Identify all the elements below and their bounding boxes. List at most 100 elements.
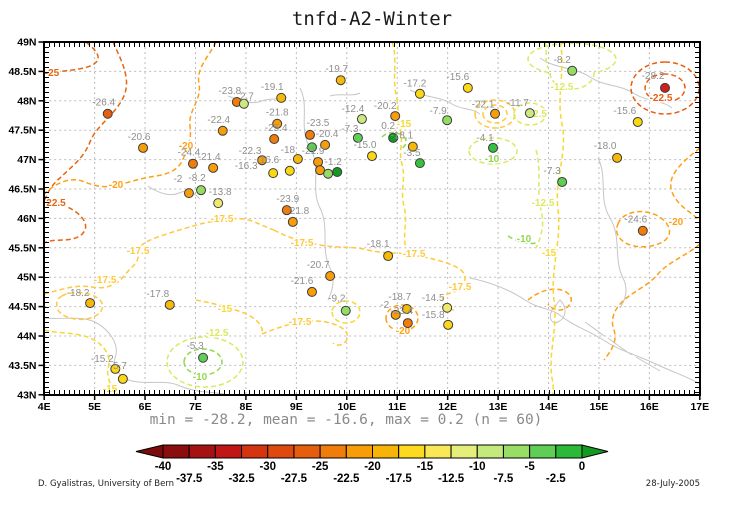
- station-dot: [567, 65, 578, 76]
- station-dot: [323, 168, 334, 179]
- station-dot: [414, 88, 425, 99]
- station-value-label: -15.8: [422, 310, 445, 321]
- colorbar-cell: [162, 444, 190, 459]
- station-dot: [198, 352, 209, 363]
- station-value-label: 0.2: [381, 121, 395, 132]
- station-value-label: -18: [281, 145, 296, 156]
- station-value-label: -24.6: [624, 215, 647, 226]
- x-tick-label: 9E: [290, 401, 303, 413]
- y-tick-label: 47N: [17, 154, 36, 166]
- station-dot: [272, 118, 283, 129]
- station-dot: [110, 363, 121, 374]
- colorbar-cell: [555, 444, 583, 459]
- station-value-label: -17.2: [404, 79, 427, 90]
- station-dot: [102, 108, 113, 119]
- station-value-label: -23.5: [307, 118, 330, 129]
- station-dot: [407, 141, 418, 152]
- station-dot: [268, 168, 279, 179]
- contour-label: -17.5: [211, 214, 234, 225]
- station-dot: [208, 162, 219, 173]
- station-value-label: -18.1: [367, 239, 390, 250]
- station-value-label: -2: [173, 174, 182, 185]
- station-value-label: -15.2: [91, 354, 114, 365]
- station-value-label: -21.8: [286, 206, 309, 217]
- station-dot: [238, 98, 249, 109]
- station-value-label: -15.6: [446, 72, 469, 83]
- station-value-label: -19.7: [325, 64, 348, 75]
- contour-layer: [44, 42, 700, 395]
- contour-labels: -2522.5-20-20-20-20-22.5-17.5-17.5-17.5-…: [43, 67, 685, 397]
- station-dot: [287, 216, 298, 227]
- contour-label: -17.5: [403, 249, 426, 260]
- station-value-label: -1.2: [325, 157, 343, 168]
- colorbar-major-tick-label: -10: [469, 461, 486, 473]
- station-value-label: -18.0: [594, 141, 617, 152]
- colorbar-cell: [502, 444, 531, 459]
- station-value-label: -23.9: [276, 194, 299, 205]
- station-dot: [183, 188, 194, 199]
- station-value-label: -19.1: [261, 82, 284, 93]
- colorbar-major-tick-label: -5: [525, 461, 536, 473]
- colorbar-cell: [267, 444, 295, 459]
- station-dot: [257, 155, 268, 166]
- station-value-label: -15.0: [354, 140, 377, 151]
- contour-label: -12.5: [532, 198, 555, 209]
- x-tick-label: 14E: [539, 401, 558, 413]
- colorbar-minor-tick-label: -17.5: [386, 473, 413, 485]
- contour-line: [44, 198, 87, 244]
- station-dot: [390, 111, 401, 122]
- contour-label: -17.5: [291, 238, 314, 249]
- contour-line: [183, 348, 223, 376]
- x-tick-label: 5E: [88, 401, 101, 413]
- contour-line: [544, 42, 549, 69]
- colorbar-minor-tick-label: -2.5: [546, 473, 566, 485]
- contour-label: -17.5: [94, 275, 117, 286]
- station-value-label: -16.3: [235, 161, 258, 172]
- colorbar-major-tick-label: -30: [259, 461, 276, 473]
- x-tick-label: 13E: [489, 401, 508, 413]
- contour-label: -15: [542, 248, 557, 259]
- x-tick-label: 6E: [139, 401, 152, 413]
- footer-date: 28-July-2005: [645, 479, 700, 489]
- station-dot: [315, 165, 326, 176]
- station-value-label: -13.8: [209, 187, 232, 198]
- station-dot: [352, 132, 363, 143]
- stats-line: min = -28.2, mean = -16.6, max = 0.2 (n …: [149, 412, 543, 428]
- contour-line: [482, 104, 508, 124]
- colorbar-cell: [319, 444, 347, 459]
- plot-title: tnfd-A2-Winter: [291, 8, 453, 30]
- station-value-label: -7.3: [544, 166, 562, 177]
- y-tick-label: 43.5N: [8, 360, 36, 372]
- station-dot: [213, 198, 224, 209]
- contour-line: [513, 102, 547, 126]
- station-dot: [187, 158, 198, 169]
- coastline: [584, 321, 661, 372]
- colorbar-cell: [424, 444, 452, 459]
- coastline-layer: [44, 57, 700, 395]
- station-dot: [524, 108, 535, 119]
- station-value-label: -21.9: [302, 146, 325, 157]
- y-tick-label: 47.5N: [8, 125, 36, 137]
- map-frame: [43, 41, 701, 396]
- contour-line: [44, 42, 99, 77]
- y-tick-label: 48N: [17, 95, 36, 107]
- station-value-label: -11.7: [507, 98, 529, 109]
- y-tick-label: 44N: [17, 331, 36, 343]
- contour-line: [44, 42, 128, 204]
- y-tick-label: 45.5N: [8, 242, 36, 254]
- contour-line: [527, 42, 617, 90]
- station-value-label: 2.7: [240, 92, 254, 103]
- x-tick-label: 4E: [38, 401, 51, 413]
- contour-line: [644, 73, 686, 103]
- contour-line: [44, 217, 275, 295]
- x-tick-label: 12E: [438, 401, 457, 413]
- contour-label: -20: [179, 141, 194, 152]
- coastline: [597, 157, 627, 309]
- station-dot: [490, 108, 501, 119]
- station-value-label: -24.4: [178, 148, 201, 159]
- coastline: [549, 299, 566, 324]
- station-value-label: -21.6: [291, 276, 314, 287]
- contour-line: [507, 235, 537, 245]
- contour-label: -20: [669, 217, 684, 228]
